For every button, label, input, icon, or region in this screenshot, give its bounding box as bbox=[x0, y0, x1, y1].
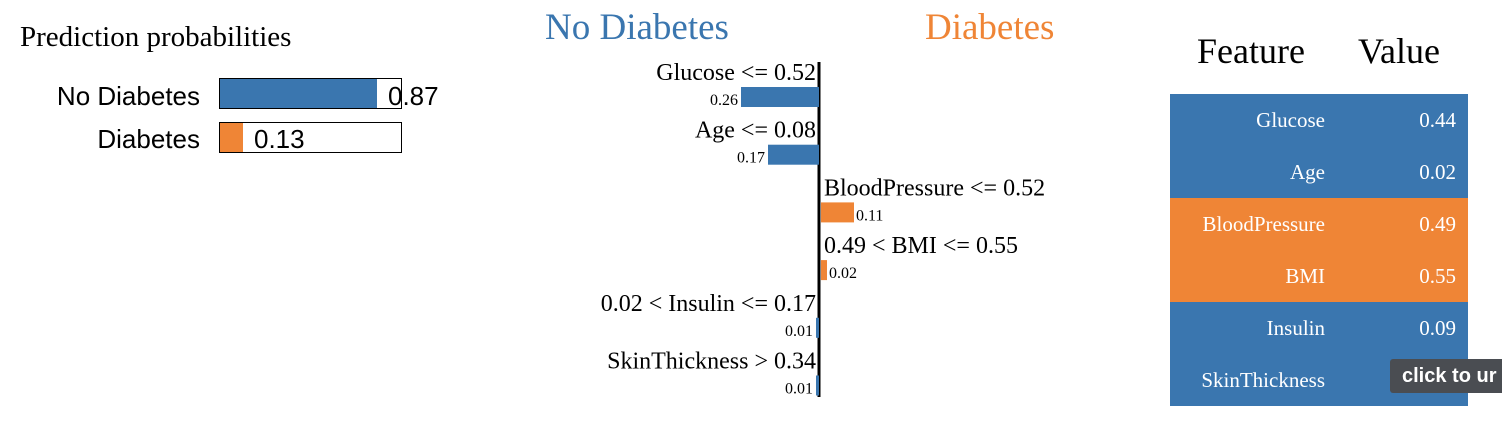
feature-weight-label: 0.26 bbox=[710, 92, 738, 109]
feature-weight-label: 0.17 bbox=[737, 150, 765, 167]
feature-weight-label: 0.11 bbox=[856, 207, 883, 224]
table-row: BMI 0.55 bbox=[1170, 250, 1468, 302]
feature-weight-bar bbox=[768, 144, 819, 165]
prob-label-diabetes: Diabetes bbox=[97, 124, 200, 154]
table-row: BloodPressure 0.49 bbox=[1170, 198, 1468, 250]
feature-weight-label: 0.02 bbox=[829, 265, 857, 282]
feature-value: 0.02 bbox=[1419, 160, 1456, 184]
feature-value: 0.44 bbox=[1419, 108, 1456, 132]
prob-bar-diabetes bbox=[219, 122, 402, 153]
prob-value-no-diabetes: 0.87 bbox=[388, 81, 439, 111]
feature-name: BMI bbox=[1285, 264, 1325, 288]
table-row: Age 0.02 bbox=[1170, 146, 1468, 198]
feature-weight-bar bbox=[821, 260, 827, 281]
feature-name: Age bbox=[1290, 160, 1325, 184]
prob-value-diabetes: 0.13 bbox=[254, 124, 305, 154]
prob-bar-no-diabetes bbox=[219, 78, 402, 109]
feature-label: 0.49 < BMI <= 0.55 bbox=[824, 233, 1018, 259]
class-label-no-diabetes: No Diabetes bbox=[545, 7, 729, 48]
feature-weight-bar bbox=[816, 375, 819, 396]
feature-label: Age <= 0.08 bbox=[695, 118, 816, 144]
feature-name: SkinThickness bbox=[1201, 368, 1325, 392]
feature-weight-label: 0.01 bbox=[785, 381, 813, 398]
table-row: Glucose 0.44 bbox=[1170, 94, 1468, 146]
feature-value: 0.09 bbox=[1419, 316, 1456, 340]
prob-fill-diabetes bbox=[220, 123, 243, 152]
feature-weight-bar bbox=[816, 317, 819, 338]
feature-weight-bar bbox=[741, 87, 819, 107]
explanation-chart: Glucose <= 0.52 0.26 Age <= 0.08 0.17 BloodP… bbox=[601, 60, 1045, 398]
feature-value: 0.55 bbox=[1419, 264, 1456, 288]
class-label-diabetes: Diabetes bbox=[925, 7, 1055, 48]
feature-label: 0.02 < Insulin <= 0.17 bbox=[601, 291, 816, 317]
feature-label: BloodPressure <= 0.52 bbox=[824, 175, 1045, 201]
feature-table-header: Feature Value bbox=[1170, 30, 1468, 74]
prob-fill-no-diabetes bbox=[220, 79, 377, 108]
feature-weight-bar bbox=[821, 202, 854, 223]
feature-value: 0.49 bbox=[1419, 212, 1456, 236]
feature-label: SkinThickness > 0.34 bbox=[607, 349, 816, 375]
feature-name: BloodPressure bbox=[1202, 212, 1326, 236]
prediction-probabilities-title: Prediction probabilities bbox=[20, 21, 292, 53]
header-feature: Feature bbox=[1197, 31, 1305, 71]
table-row: Insulin 0.09 bbox=[1170, 302, 1468, 354]
feature-name: Insulin bbox=[1266, 316, 1325, 340]
header-value: Value bbox=[1358, 31, 1440, 71]
tooltip-click-to-unhighlight[interactable]: click to ur bbox=[1390, 359, 1502, 393]
feature-weight-label: 0.01 bbox=[785, 323, 813, 340]
prob-label-no-diabetes: No Diabetes bbox=[56, 81, 200, 111]
feature-name: Glucose bbox=[1256, 108, 1325, 132]
feature-label: Glucose <= 0.52 bbox=[656, 60, 816, 86]
